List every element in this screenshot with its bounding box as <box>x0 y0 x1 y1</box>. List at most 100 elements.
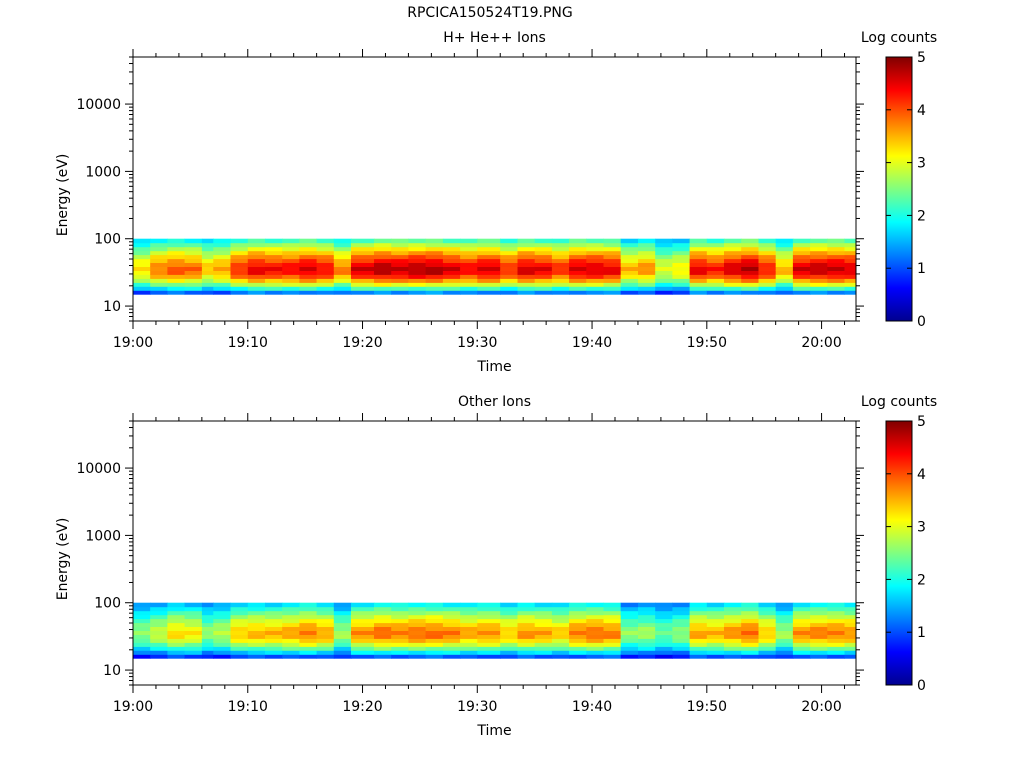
heatmap-cell <box>620 290 639 295</box>
heatmap-cell <box>827 262 845 267</box>
heatmap-cell <box>620 626 639 631</box>
heatmap-cell <box>184 646 203 651</box>
heatmap-cell <box>655 246 673 252</box>
heatmap-cell <box>500 238 518 244</box>
heatmap-cell <box>724 246 742 252</box>
heatmap-cell <box>534 642 553 647</box>
heatmap-cell <box>724 258 742 263</box>
heatmap-cell <box>230 646 249 651</box>
heatmap-cell <box>374 282 392 287</box>
heatmap-cell <box>351 602 375 608</box>
heatmap-cell <box>638 638 656 643</box>
heatmap-cell <box>638 266 656 271</box>
heatmap-cell <box>741 242 759 248</box>
heatmap-cell <box>724 278 742 283</box>
x-tick-label: 19:30 <box>457 335 497 351</box>
heatmap-cell <box>810 606 828 612</box>
heatmap-cell <box>230 650 249 655</box>
heatmap-cell <box>477 286 501 291</box>
heatmap-cell <box>460 614 478 620</box>
heatmap-cell <box>638 278 656 283</box>
heatmap-cell <box>638 274 656 279</box>
heatmap-cell <box>265 622 283 627</box>
heatmap-cell <box>655 630 673 635</box>
heatmap-cell <box>655 634 673 639</box>
heatmap-cell <box>133 622 151 627</box>
heatmap-cell <box>706 646 725 651</box>
heatmap-cell <box>569 610 587 616</box>
heatmap-cell <box>827 270 845 275</box>
heatmap-cell <box>316 622 335 627</box>
heatmap-cell <box>827 250 845 256</box>
heatmap-cell <box>184 274 203 279</box>
heatmap-cell <box>213 238 231 244</box>
heatmap-cell <box>460 622 478 627</box>
heatmap-cell <box>620 282 639 287</box>
heatmap-cell <box>299 638 318 643</box>
heatmap-cell <box>672 610 691 616</box>
heatmap-cell <box>706 238 725 244</box>
heatmap-cell <box>213 622 231 627</box>
heatmap-cell <box>569 274 587 279</box>
heatmap-cell <box>282 254 300 260</box>
heatmap-cell <box>672 630 691 635</box>
heatmap-cell <box>551 238 570 244</box>
heatmap-cell <box>672 626 691 631</box>
heatmap-cell <box>638 242 656 248</box>
heatmap-cell <box>792 614 811 620</box>
heatmap-cell <box>167 610 186 616</box>
heatmap-cell <box>230 626 249 631</box>
heatmap-cell <box>827 630 845 635</box>
heatmap-cell <box>201 626 214 631</box>
heatmap-cell <box>620 630 639 635</box>
heatmap-cell <box>316 290 335 295</box>
heatmap-cell <box>792 626 811 631</box>
heatmap-cells <box>133 602 856 659</box>
heatmap-cell <box>213 614 231 620</box>
heatmap-cell <box>724 266 742 271</box>
heatmap-cell <box>299 614 318 620</box>
heatmap-cell <box>299 654 318 659</box>
heatmap-cell <box>477 266 501 271</box>
heatmap-cell <box>741 278 759 283</box>
heatmap-cell <box>282 242 300 248</box>
heatmap-cell <box>408 246 427 252</box>
heatmap-cell <box>500 258 518 263</box>
heatmap-cell <box>569 602 587 608</box>
heatmap-cell <box>282 642 300 647</box>
heatmap-cell <box>374 286 392 291</box>
y-tick-label: 10000 <box>76 461 121 477</box>
heatmap-cell <box>827 614 845 620</box>
heatmap-cell <box>500 242 518 248</box>
heatmap-cell <box>460 282 478 287</box>
heatmap-cell <box>408 654 427 659</box>
heatmap-cell <box>265 286 283 291</box>
heatmap-cell <box>299 286 318 291</box>
heatmap-cell <box>569 630 587 635</box>
heatmap-cell <box>724 270 742 275</box>
plot-frame <box>132 420 857 686</box>
heatmap-cell <box>374 258 392 263</box>
heatmap-cell <box>442 238 461 244</box>
heatmap-cell <box>374 266 392 271</box>
heatmap-cell <box>265 642 283 647</box>
heatmap-cell <box>351 630 375 635</box>
heatmap-cell <box>265 610 283 616</box>
heatmap-cell <box>282 610 300 616</box>
heatmap-cell <box>586 634 604 639</box>
heatmap-cell <box>150 626 168 631</box>
heatmap-cell <box>741 250 759 256</box>
heatmap-cell <box>500 278 518 283</box>
heatmap-cell <box>586 242 604 248</box>
heatmap-cell <box>741 634 759 639</box>
heatmap-cell <box>133 258 151 263</box>
heatmap-cell <box>655 290 673 295</box>
heatmap-cell <box>351 286 375 291</box>
heatmap-cell <box>408 618 427 624</box>
heatmap-cell <box>150 630 168 635</box>
heatmap-cell <box>247 602 266 608</box>
heatmap-cell <box>792 278 811 283</box>
heatmap-cell <box>551 650 570 655</box>
heatmap-cell <box>299 262 318 267</box>
heatmap-cell <box>569 614 587 620</box>
